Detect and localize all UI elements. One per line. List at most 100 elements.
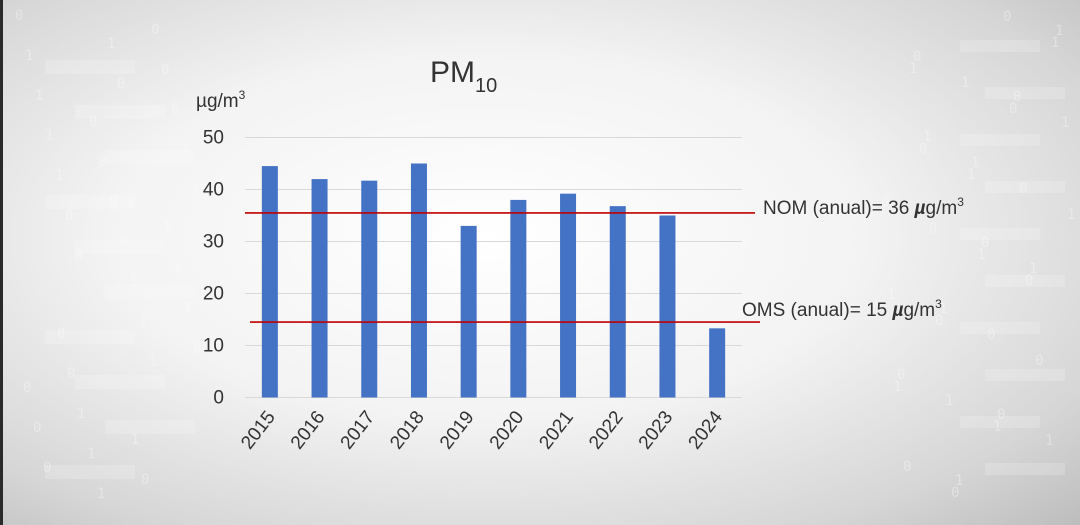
bg-digit: 0 — [193, 340, 201, 356]
bg-digit: 0 — [65, 208, 73, 224]
reference-line-label: NOM (anual)= 36 µg/m3 — [763, 195, 964, 219]
bg-block — [75, 375, 165, 389]
bg-digit: 0 — [33, 420, 41, 436]
bg-digit: 1 — [183, 300, 191, 316]
bg-block — [105, 150, 195, 164]
bg-digit: 0 — [171, 102, 179, 118]
bg-block — [105, 420, 195, 434]
x-tick-label: 2024 — [685, 407, 728, 454]
bg-digit: 0 — [67, 366, 75, 382]
bar-2020 — [510, 199, 527, 398]
x-tick-label: 2018 — [386, 407, 429, 453]
bg-digit: 0 — [161, 62, 169, 78]
x-tick-label: 2019 — [436, 407, 479, 453]
x-tick-label: 2022 — [585, 407, 628, 453]
bg-digit: 0 — [987, 327, 995, 343]
bg-digit: 1 — [181, 142, 189, 158]
bg-digit: 0 — [141, 472, 149, 488]
x-tick-label: 2015 — [237, 407, 280, 453]
bg-digit: 0 — [75, 248, 83, 264]
bg-block — [985, 87, 1065, 99]
bg-digit: 0 — [981, 235, 989, 251]
bg-digit: 1 — [1055, 23, 1063, 39]
bg-digit: 0 — [117, 76, 125, 92]
bg-digit: 1 — [149, 354, 157, 370]
bg-digit: 1 — [131, 432, 139, 448]
bg-digit: 1 — [977, 247, 985, 263]
bg-block — [960, 228, 1040, 240]
y-tick-label: 20 — [203, 284, 224, 305]
bg-digit: 0 — [109, 194, 117, 210]
bg-digit: 1 — [173, 260, 181, 276]
bg-digit: 1 — [35, 88, 43, 104]
bg-digit: 0 — [15, 8, 23, 24]
x-tick-label: 2016 — [287, 407, 330, 453]
x-tick-label: 2020 — [486, 407, 529, 453]
bg-digit: 0 — [935, 313, 943, 329]
bg-digit: 1 — [1029, 261, 1037, 277]
bg-digit: 0 — [57, 326, 65, 342]
bg-digit: 1 — [993, 419, 1001, 435]
bg-digit: 1 — [87, 446, 95, 462]
bg-block — [960, 416, 1040, 428]
bg-digit: 0 — [43, 460, 51, 476]
bg-digit: 1 — [191, 182, 199, 198]
bg-digit: 0 — [929, 221, 937, 237]
bg-block — [985, 369, 1065, 381]
x-tick-label: 2021 — [535, 407, 578, 453]
bar-2019 — [460, 225, 477, 398]
y-axis-ticks: 0 10 20 30 40 50 — [203, 128, 224, 409]
reference-lines: NOM (anual)= 36 µg/m3 OMS (anual)= 15 µg/… — [245, 195, 964, 323]
y-tick-label: 40 — [203, 180, 224, 201]
bg-block — [960, 134, 1040, 146]
bar-2017 — [361, 180, 378, 398]
bg-digit: 0 — [1019, 181, 1027, 197]
bg-block — [45, 465, 135, 479]
bg-block — [960, 322, 1040, 334]
bg-digit: 1 — [77, 406, 85, 422]
y-tick-label: 10 — [203, 336, 224, 357]
bg-digit: 0 — [1025, 273, 1033, 289]
bg-digit: 0 — [119, 234, 127, 250]
bg-block — [75, 240, 165, 254]
bg-digit: 1 — [955, 473, 963, 489]
gridlines — [245, 137, 742, 398]
bg-digit: 1 — [971, 155, 979, 171]
bg-digit: 1 — [939, 301, 947, 317]
reference-line-label: OMS (anual)= 15 µg/m3 — [742, 297, 942, 321]
bg-block — [45, 330, 135, 344]
bg-digit: 0 — [23, 380, 31, 396]
bar-2023 — [659, 215, 676, 398]
bg-digit: 0 — [1009, 101, 1017, 117]
bg-digit: 1 — [923, 129, 931, 145]
bar-2016 — [311, 179, 328, 398]
bg-digit: 1 — [945, 393, 953, 409]
bg-block — [75, 105, 165, 119]
bg-block — [960, 40, 1040, 52]
bar-2024 — [709, 328, 726, 398]
bg-digit: 1 — [129, 274, 137, 290]
bar-2015 — [261, 166, 278, 398]
bg-digit: 1 — [887, 287, 895, 303]
bg-digit: 1 — [45, 128, 53, 144]
bg-digit: 0 — [151, 22, 159, 38]
x-tick-label: 2017 — [337, 407, 380, 453]
bg-block — [45, 195, 135, 209]
bg-block — [985, 463, 1065, 475]
bg-digit: 0 — [997, 407, 1005, 423]
bg-digit: 1 — [163, 220, 171, 236]
y-tick-label: 50 — [203, 128, 224, 149]
bg-block — [985, 275, 1065, 287]
bg-digit: 0 — [903, 459, 911, 475]
bar-2018 — [410, 163, 427, 398]
bg-digit: 1 — [1051, 35, 1059, 51]
chart-title: PM10 — [430, 56, 497, 97]
bg-digit: 0 — [89, 114, 97, 130]
bg-digit: 0 — [1013, 89, 1021, 105]
bg-digit: 1 — [25, 48, 33, 64]
bar-2021 — [560, 193, 577, 398]
x-tick-label: 2023 — [635, 407, 678, 453]
bg-digit: 0 — [951, 485, 959, 501]
bg-block — [985, 181, 1065, 193]
bg-digit: 1 — [909, 61, 917, 77]
